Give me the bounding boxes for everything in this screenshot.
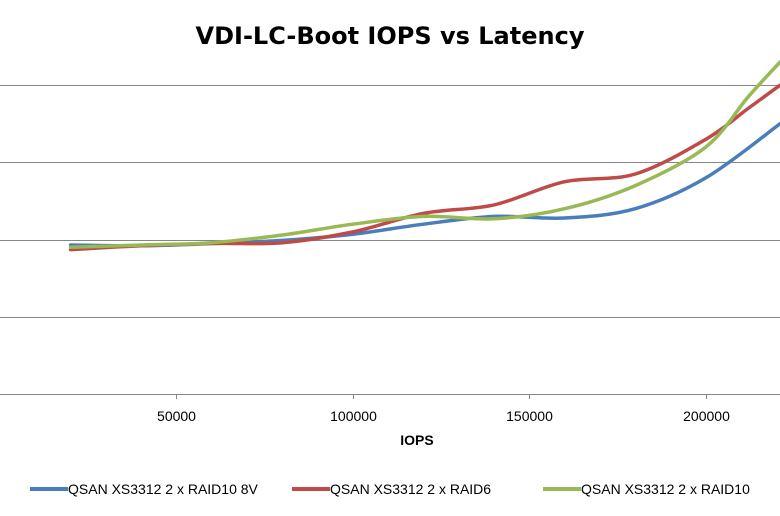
x-axis-title: IOPS: [400, 432, 433, 448]
legend-label: QSAN XS3312 2 x RAID10: [581, 481, 750, 497]
x-tick-label: 100000: [330, 408, 377, 424]
x-tick-label: 50000: [157, 408, 196, 424]
legend-label: QSAN XS3312 2 x RAID10 8V: [68, 481, 259, 497]
legend: QSAN XS3312 2 x RAID10 8V QSAN XS3312 2 x…: [30, 481, 750, 497]
series-line-1: [68, 122, 780, 248]
chart-title: VDI-LC-Boot IOPS vs Latency: [196, 22, 585, 50]
x-tick-label: 200000: [683, 408, 730, 424]
series-line-3: [68, 60, 780, 250]
x-tick-labels: 50000 100000 150000 200000: [157, 394, 730, 424]
series-lines: [68, 60, 780, 252]
x-tick-label: 150000: [506, 408, 553, 424]
legend-label: QSAN XS3312 2 x RAID6: [330, 481, 491, 497]
gridlines: [0, 85, 780, 395]
